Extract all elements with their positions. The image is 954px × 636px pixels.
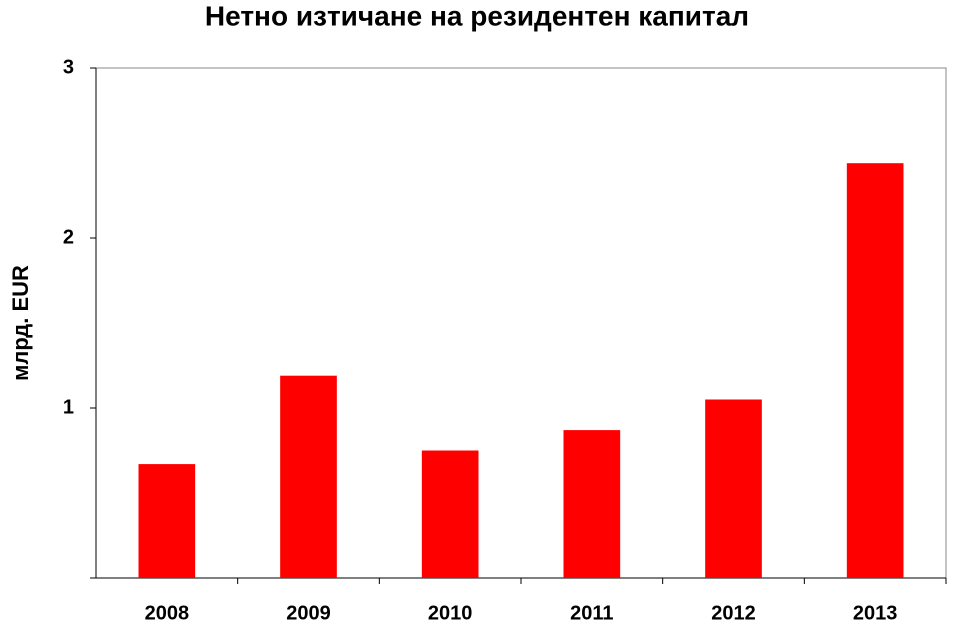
bar [846,163,904,578]
y-tick-label: 2 [63,226,74,248]
x-tick-label: 2012 [711,602,756,624]
y-axis-label: млрд. EUR [8,265,33,381]
bar [280,375,337,578]
y-tick-label: 1 [63,396,74,418]
x-tick-label: 2011 [570,602,613,624]
chart-title: Нетно изтичане на резидентен капитал [205,0,749,31]
x-tick-label: 2013 [853,602,898,624]
x-tick-label: 2009 [286,602,331,624]
bar [421,450,479,578]
bar [138,464,196,578]
x-tick-label: 2008 [145,602,190,624]
bar [563,430,621,578]
x-tick-label: 2010 [428,602,473,624]
y-tick-label: 3 [63,56,74,78]
bar [705,399,762,578]
plot-area [95,67,947,579]
